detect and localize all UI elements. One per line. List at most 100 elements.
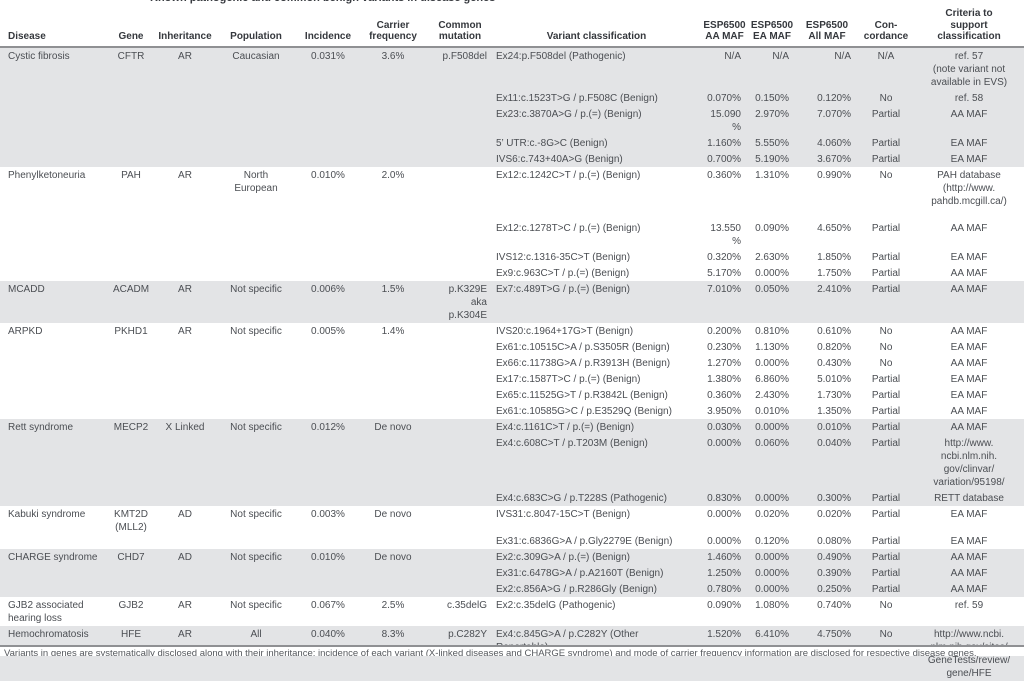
criteria-cell: AA MAF [950,267,988,279]
esp6500-all-maf-cell: 2.410% [817,283,851,295]
criteria-cell: AA MAF [950,108,988,120]
common-mutation-cell [428,506,492,549]
esp6500-all-maf-cell: 5.010% [817,373,851,385]
concordance-cell: Partial [871,437,901,449]
esp6500-all-maf-cell: 0.120% [817,92,851,104]
incidence-cell: 0.031% [311,50,345,62]
criteria-cell: PAH database (http://www. pahdb.mcgill.c… [931,169,1007,207]
inheritance-cell: AR [178,599,192,611]
esp6500-all-maf-cell: 0.820% [817,341,851,353]
esp6500-ea-maf-cell: 2.970% [755,108,789,120]
col-header-esp6500-ea-maf: ESP6500 EA MAF [750,19,794,43]
variant-row: Phenylketoneuria PAH AR North European 0.010… [0,167,1024,220]
esp6500-all-maf-cell: 4.060% [817,137,851,149]
variant-row: Ex65:c.11525G>T / p.R3842L (Benign) 0.360… [0,387,1024,403]
variant-row: Rett syndrome MECP2 X Linked Not specific 0.… [0,419,1024,435]
variant-row: Ex23:c.3870A>G / p.(=) (Benign) 15.090% 2.… [0,106,1024,135]
variant-classification-cell: Ex23:c.3870A>G / p.(=) (Benign) [496,108,642,120]
esp6500-all-maf-cell: 0.010% [817,421,851,433]
esp6500-ea-maf-cell: N/A [772,50,789,62]
variant-classification-cell: Ex61:c.10515C>A / p.S3505R (Benign) [496,341,670,353]
esp6500-aa-maf-cell: 0.230% [707,341,741,353]
col-header-common-mutation: Common mutation [438,19,482,43]
incidence-cell: 0.003% [311,508,345,520]
variant-classification-cell: 5’ UTR:c.-8G>C (Benign) [496,137,608,149]
variant-row: Ex4:c.683C>G / p.T228S (Pathogenic) 0.830… [0,490,1024,506]
gene-cell: PKHD1 [114,325,148,337]
carrier-frequency-cell: 2.5% [381,599,405,611]
concordance-cell: N/A [877,50,895,62]
esp6500-ea-maf-cell: 0.090% [755,222,789,234]
disease-cell: ARPKD [8,325,43,337]
variant-row: Ex61:c.10515C>A / p.S3505R (Benign) 0.230… [0,339,1024,355]
col-header-inheritance: Inheritance [158,31,212,42]
concordance-cell: Partial [871,421,901,433]
variant-classification-cell: Ex7:c.489T>G / p.(=) (Benign) [496,283,630,295]
esp6500-aa-maf-cell: 0.030% [707,421,741,433]
criteria-cell: ref. 57 (note variant not available in E… [930,50,1008,88]
esp6500-ea-maf-cell: 2.430% [755,389,789,401]
esp6500-aa-maf-cell: 7.010% [707,283,741,295]
esp6500-ea-maf-cell: 0.000% [755,421,789,433]
inheritance-cell: AR [178,50,192,62]
esp6500-ea-maf-cell: 0.150% [755,92,789,104]
concordance-cell: No [879,169,893,181]
common-mutation-cell [428,549,492,597]
esp6500-aa-maf-cell: 5.170% [707,267,741,279]
variant-classification-cell: Ex9:c.963C>T / p.(=) (Benign) [496,267,630,279]
concordance-cell: Partial [871,583,901,595]
esp6500-aa-maf-cell: 0.360% [707,389,741,401]
variant-classification-cell: Ex12:c.1242C>T / p.(=) (Benign) [496,169,641,181]
gene-cell: CFTR [117,50,145,62]
concordance-cell: Partial [871,405,901,417]
esp6500-ea-maf-cell: 2.630% [755,251,789,263]
esp6500-all-maf-cell: 1.730% [817,389,851,401]
criteria-cell: AA MAF [950,357,988,369]
disease-group: Kabuki syndrome KMT2D (MLL2) AD Not specifi… [0,505,1024,549]
incidence-cell: 0.012% [311,421,345,433]
criteria-cell: EA MAF [950,251,988,263]
carrier-frequency-cell: De novo [374,421,412,433]
disease-cell: Rett syndrome [8,421,74,433]
esp6500-aa-maf-cell: 0.830% [707,492,741,504]
common-mutation-cell: p.F508del [442,50,487,62]
incidence-cell: 0.067% [311,599,345,611]
concordance-cell: Partial [871,222,901,234]
concordance-cell: Partial [871,373,901,385]
variant-classification-cell: Ex2:c.856A>G / p.R286Gly (Benign) [496,583,657,595]
esp6500-ea-maf-cell: 0.000% [755,267,789,279]
gene-cell: CHD7 [117,551,145,563]
criteria-cell: AA MAF [950,421,988,433]
carrier-frequency-cell: 8.3% [381,628,405,640]
esp6500-ea-maf-cell: 6.410% [755,628,789,640]
criteria-cell: RETT database [934,492,1004,504]
criteria-cell: AA MAF [950,222,988,234]
col-header-population: Population [230,31,282,42]
col-header-esp6500-aa-maf: ESP6500 AA MAF [703,19,746,43]
esp6500-all-maf-cell: 0.080% [817,535,851,547]
esp6500-all-maf-cell: 1.750% [817,267,851,279]
criteria-cell: AA MAF [950,583,988,595]
col-header-esp6500-all-maf: ESP6500 All MAF [805,19,849,43]
inheritance-cell: AR [178,283,192,295]
population-cell: Caucasian [232,50,280,62]
variant-row: Ex17:c.1587T>C / p.(=) (Benign) 1.380% 6.8… [0,371,1024,387]
esp6500-aa-maf-cell: 1.460% [707,551,741,563]
gene-cell: KMT2D (MLL2) [114,508,148,533]
incidence-cell: 0.010% [311,169,345,181]
carrier-frequency-cell: De novo [374,551,412,563]
disease-cell: MCADD [8,283,45,295]
esp6500-all-maf-cell: 1.850% [817,251,851,263]
concordance-cell: Partial [871,267,901,279]
variant-row: Ex61:c.10585G>C / p.E3529Q (Benign) 3.950… [0,403,1024,419]
esp6500-ea-maf-cell: 0.050% [755,283,789,295]
disease-cell: Kabuki syndrome [8,508,86,520]
variant-classification-cell: IVS20:c.1964+17G>T (Benign) [496,325,634,337]
inheritance-cell: X Linked [165,421,205,433]
esp6500-ea-maf-cell: 0.000% [755,567,789,579]
variant-row: Ex9:c.963C>T / p.(=) (Benign) 5.170% 0.000… [0,265,1024,281]
esp6500-aa-maf-cell: 1.250% [707,567,741,579]
esp6500-all-maf-cell: 7.070% [817,108,851,120]
carrier-frequency-cell: 3.6% [381,50,405,62]
esp6500-all-maf-cell: 1.350% [817,405,851,417]
